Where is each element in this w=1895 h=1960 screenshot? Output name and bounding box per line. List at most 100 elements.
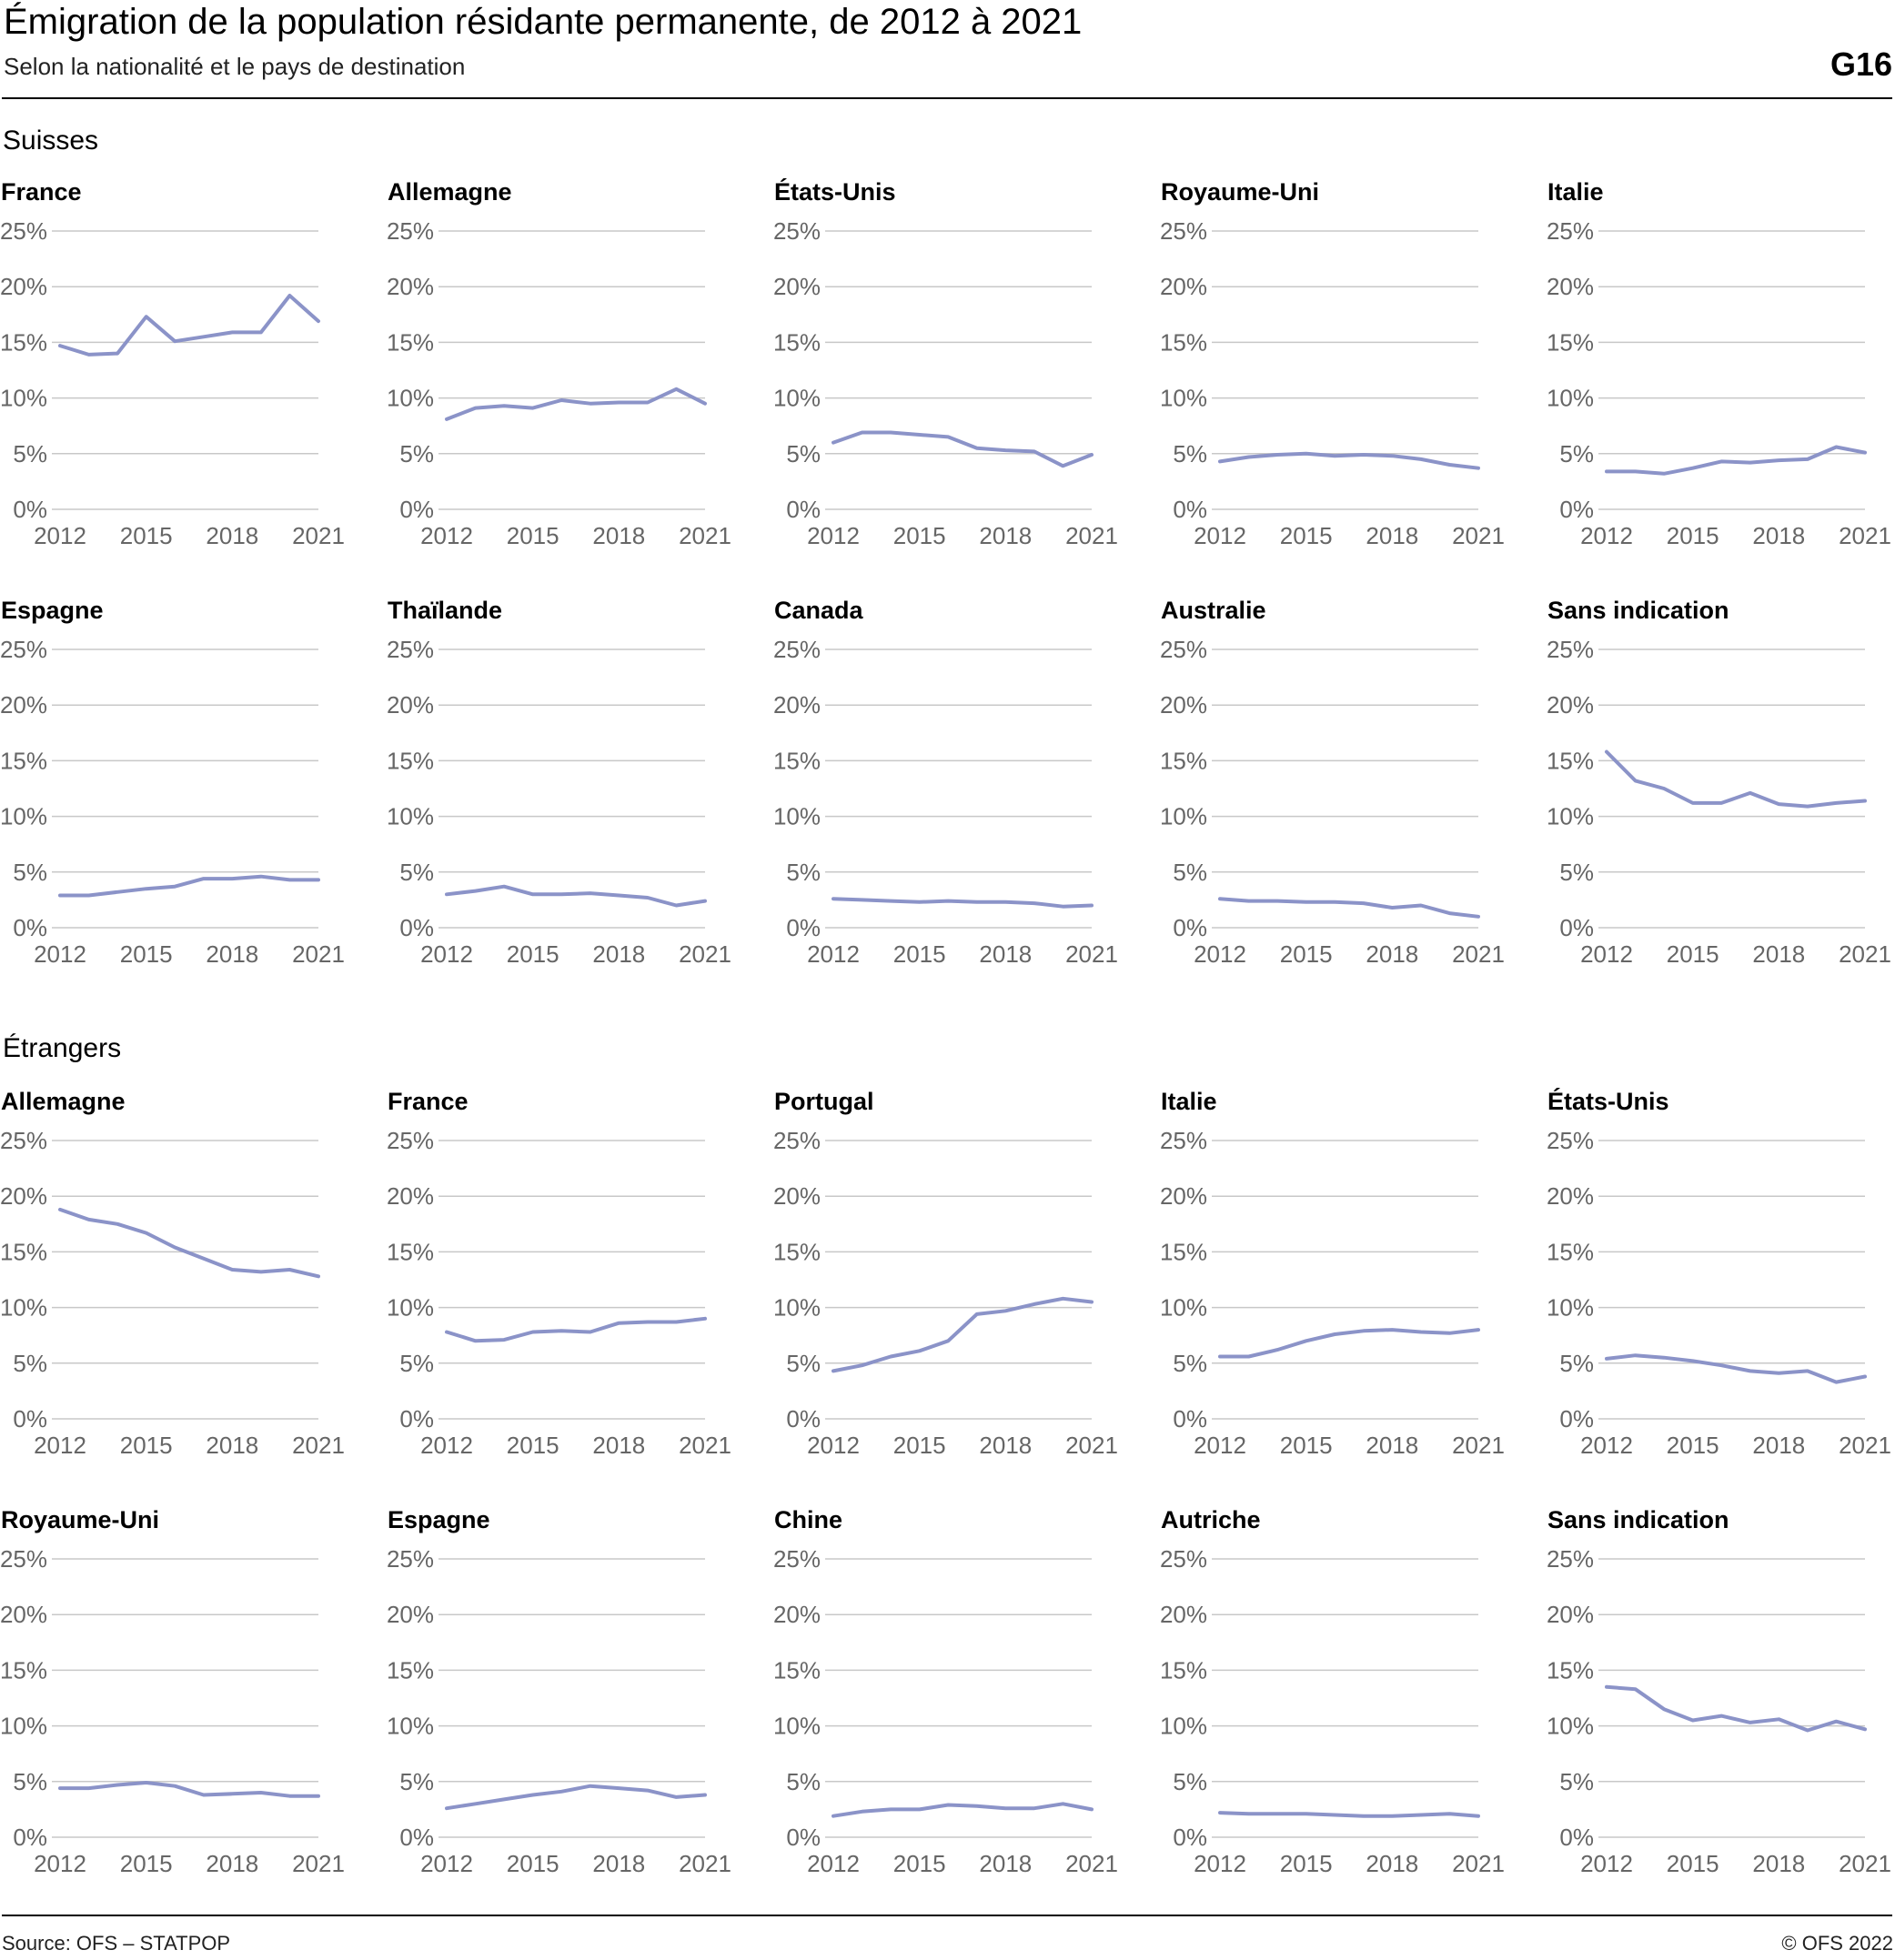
section-heading-etrangers: Étrangers [3,1033,122,1063]
series-line [1605,1353,1867,1384]
x-tick-label: 2012 [1580,522,1633,549]
chart-panel: 0% 5% 10% 15% 20% 25% 2012 2015 2018 2021 Allemagn… [387,178,769,569]
x-tick-label: 2012 [420,1432,473,1459]
y-tick-label: 20% [1547,1601,1594,1628]
y-tick-label: 10% [773,803,821,830]
series-line [58,294,320,357]
y-tick-label: 20% [0,273,47,300]
x-tick-label: 2021 [1065,940,1118,968]
x-tick-label: 2018 [1752,1432,1805,1459]
y-tick-label: 10% [1160,803,1207,830]
y-tick-label: 5% [786,1350,821,1377]
chart-code: G16 [1829,45,1892,83]
y-tick-label: 5% [1173,1768,1207,1795]
x-tick-label: 2012 [34,1432,86,1459]
panel-title: États-Unis [1547,1088,1669,1115]
y-tick-label: 5% [13,440,47,467]
series-line [58,874,320,898]
x-tick-label: 2015 [1280,1432,1333,1459]
y-tick-label: 15% [1547,1238,1594,1265]
x-tick-label: 2015 [120,522,173,549]
y-tick-label: 10% [0,385,47,412]
panel-title: Australie [1161,597,1266,624]
x-tick-label: 2012 [1580,940,1633,968]
x-tick-label: 2018 [979,1432,1032,1459]
x-tick-label: 2015 [1667,940,1719,968]
x-tick-label: 2021 [1839,1432,1891,1459]
y-tick-label: 15% [387,1656,434,1684]
chart-panel: 0% 5% 10% 15% 20% 25% 2012 2015 2018 2021 Australi… [1160,597,1542,988]
y-tick-label: 0% [13,1824,47,1851]
y-tick-label: 10% [1547,803,1594,830]
x-tick-label: 2018 [1366,1850,1418,1877]
x-tick-label: 2012 [807,1850,860,1877]
y-tick-label: 5% [399,859,434,886]
y-tick-label: 0% [786,1405,821,1432]
y-tick-label: 0% [13,496,47,523]
x-tick-label: 2012 [1194,1432,1246,1459]
x-tick-label: 2015 [1667,522,1719,549]
chart-panel: 0% 5% 10% 15% 20% 25% 2012 2015 2018 2021 Allemagn… [0,1088,382,1479]
line-chart: 0% 5% 10% 15% 20% 25% 2012 2015 2018 2021 [773,1545,1118,1877]
x-tick-label: 2012 [1194,522,1246,549]
x-tick-label: 2012 [807,1432,860,1459]
y-tick-label: 10% [773,385,821,412]
y-tick-label: 25% [1160,1127,1207,1154]
y-tick-label: 25% [1547,217,1594,245]
y-tick-label: 20% [1547,1182,1594,1210]
y-tick-label: 25% [387,1127,434,1154]
y-tick-label: 15% [1547,328,1594,356]
chart-panel: 0% 5% 10% 15% 20% 25% 2012 2015 2018 2021 Espagne [387,1506,769,1897]
y-tick-label: 25% [0,217,47,245]
y-tick-label: 15% [0,1656,47,1684]
chart-panel: 0% 5% 10% 15% 20% 25% 2012 2015 2018 2021 Italie [1547,178,1895,569]
x-tick-label: 2021 [679,1432,731,1459]
x-tick-label: 2018 [1752,1850,1805,1877]
y-tick-label: 15% [1547,747,1594,774]
footer-divider [2,1915,1892,1916]
x-tick-label: 2018 [592,1432,645,1459]
panel-title: Italie [1547,178,1604,206]
series-line [1605,445,1867,476]
panel-title: Sans indication [1547,1506,1729,1533]
x-tick-label: 2018 [592,940,645,968]
y-tick-label: 25% [1160,217,1207,245]
y-tick-label: 10% [1160,1294,1207,1322]
chart-subtitle: Selon la nationalité et le pays de desti… [4,53,466,80]
y-tick-label: 5% [1173,440,1207,467]
y-tick-label: 5% [399,440,434,467]
x-tick-label: 2012 [420,522,473,549]
panel-title: Espagne [1,597,104,624]
y-tick-label: 20% [1160,273,1207,300]
series-line [1218,1328,1480,1359]
x-tick-label: 2015 [120,1850,173,1877]
x-tick-label: 2015 [1667,1432,1719,1459]
y-tick-label: 15% [1160,1238,1207,1265]
x-tick-label: 2015 [507,1850,559,1877]
y-tick-label: 20% [387,1601,434,1628]
line-chart: 0% 5% 10% 15% 20% 25% 2012 2015 2018 2021 [1160,636,1505,968]
copyright-note: © OFS 2022 [1781,1932,1893,1955]
x-tick-label: 2021 [1452,522,1505,549]
y-tick-label: 25% [1547,1545,1594,1573]
x-tick-label: 2012 [34,522,86,549]
x-tick-label: 2021 [1065,1850,1118,1877]
y-tick-label: 20% [387,691,434,719]
y-tick-label: 25% [773,217,821,245]
y-tick-label: 0% [399,496,434,523]
panel-title: Allemagne [1,1088,126,1115]
panel-title: Royaume-Uni [1,1506,160,1533]
x-tick-label: 2018 [592,1850,645,1877]
chart-panel: 0% 5% 10% 15% 20% 25% 2012 2015 2018 2021 Italie [1160,1088,1542,1479]
panel-title: Autriche [1161,1506,1261,1533]
line-chart: 0% 5% 10% 15% 20% 25% 2012 2015 2018 2021 [1160,1127,1505,1459]
x-tick-label: 2015 [893,1432,946,1459]
x-tick-label: 2021 [679,522,731,549]
y-tick-label: 25% [387,1545,434,1573]
x-tick-label: 2021 [679,940,731,968]
x-tick-label: 2015 [1667,1850,1719,1877]
line-chart: 0% 5% 10% 15% 20% 25% 2012 2015 2018 2021 [773,217,1118,549]
chart-panel: 0% 5% 10% 15% 20% 25% 2012 2015 2018 2021 Royaume-… [0,1506,382,1897]
y-tick-label: 25% [1160,1545,1207,1573]
y-tick-label: 20% [773,691,821,719]
